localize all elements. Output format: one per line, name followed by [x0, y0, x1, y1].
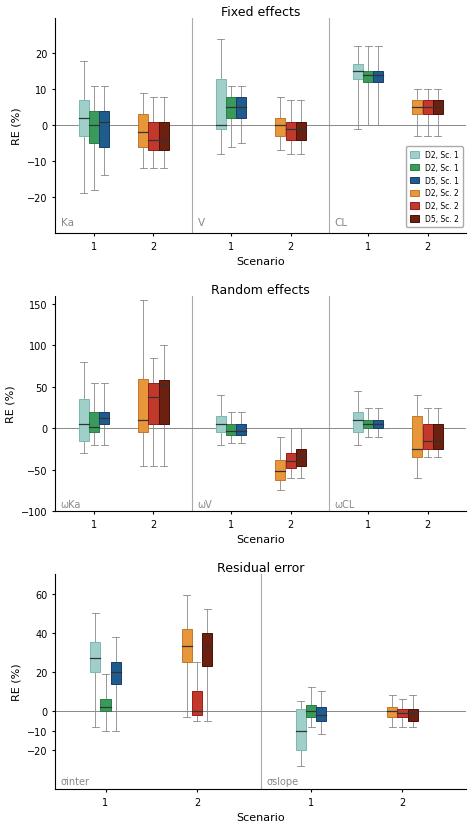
FancyBboxPatch shape — [111, 662, 121, 684]
FancyBboxPatch shape — [413, 101, 422, 115]
FancyBboxPatch shape — [138, 115, 148, 147]
FancyBboxPatch shape — [90, 643, 100, 672]
X-axis label: Scenario: Scenario — [236, 812, 285, 822]
Text: ωV: ωV — [198, 499, 212, 509]
FancyBboxPatch shape — [159, 381, 169, 425]
FancyBboxPatch shape — [422, 101, 433, 115]
FancyBboxPatch shape — [182, 629, 192, 662]
Title: Random effects: Random effects — [211, 283, 310, 296]
FancyBboxPatch shape — [192, 691, 202, 715]
Y-axis label: RE (%): RE (%) — [11, 663, 22, 700]
FancyBboxPatch shape — [236, 425, 246, 436]
FancyBboxPatch shape — [408, 709, 418, 721]
FancyBboxPatch shape — [306, 705, 316, 717]
FancyBboxPatch shape — [216, 79, 226, 130]
FancyBboxPatch shape — [138, 379, 148, 433]
FancyBboxPatch shape — [373, 72, 383, 83]
FancyBboxPatch shape — [433, 425, 443, 450]
FancyBboxPatch shape — [413, 416, 422, 458]
FancyBboxPatch shape — [286, 123, 295, 141]
FancyBboxPatch shape — [296, 450, 306, 466]
FancyBboxPatch shape — [397, 709, 407, 717]
FancyBboxPatch shape — [422, 425, 433, 450]
Y-axis label: RE (%): RE (%) — [6, 385, 16, 423]
Y-axis label: RE (%): RE (%) — [11, 108, 22, 145]
FancyBboxPatch shape — [236, 98, 246, 119]
Text: Ka: Ka — [61, 219, 74, 229]
Text: V: V — [198, 219, 205, 229]
FancyBboxPatch shape — [286, 454, 295, 469]
Text: σslope: σslope — [266, 777, 298, 787]
FancyBboxPatch shape — [387, 707, 397, 717]
FancyBboxPatch shape — [275, 460, 285, 481]
Text: σinter: σinter — [61, 777, 90, 787]
FancyBboxPatch shape — [99, 412, 110, 425]
FancyBboxPatch shape — [149, 123, 159, 152]
FancyBboxPatch shape — [89, 112, 99, 144]
FancyBboxPatch shape — [226, 425, 236, 436]
FancyBboxPatch shape — [433, 101, 443, 115]
Title: Fixed effects: Fixed effects — [221, 6, 301, 18]
FancyBboxPatch shape — [296, 123, 306, 141]
FancyBboxPatch shape — [216, 416, 226, 433]
FancyBboxPatch shape — [316, 707, 326, 721]
FancyBboxPatch shape — [363, 72, 373, 83]
Text: CL: CL — [335, 219, 348, 229]
Legend: D2, Sc. 1, D2, Sc. 1, D5, Sc. 1, D2, Sc. 2, D2, Sc. 2, D5, Sc. 2: D2, Sc. 1, D2, Sc. 1, D5, Sc. 1, D2, Sc.… — [406, 147, 463, 228]
FancyBboxPatch shape — [202, 633, 212, 666]
FancyBboxPatch shape — [79, 400, 89, 441]
Text: ωCL: ωCL — [335, 499, 355, 509]
FancyBboxPatch shape — [99, 112, 110, 147]
FancyBboxPatch shape — [159, 123, 169, 152]
FancyBboxPatch shape — [79, 101, 89, 137]
X-axis label: Scenario: Scenario — [236, 257, 285, 267]
FancyBboxPatch shape — [353, 412, 363, 433]
FancyBboxPatch shape — [275, 119, 285, 137]
Title: Residual error: Residual error — [217, 561, 304, 575]
X-axis label: Scenario: Scenario — [236, 535, 285, 545]
FancyBboxPatch shape — [89, 412, 99, 433]
FancyBboxPatch shape — [353, 65, 363, 79]
FancyBboxPatch shape — [149, 383, 159, 425]
FancyBboxPatch shape — [363, 421, 373, 429]
FancyBboxPatch shape — [373, 421, 383, 429]
Text: ωKa: ωKa — [61, 499, 81, 509]
FancyBboxPatch shape — [296, 709, 306, 750]
FancyBboxPatch shape — [101, 700, 110, 711]
FancyBboxPatch shape — [226, 98, 236, 119]
